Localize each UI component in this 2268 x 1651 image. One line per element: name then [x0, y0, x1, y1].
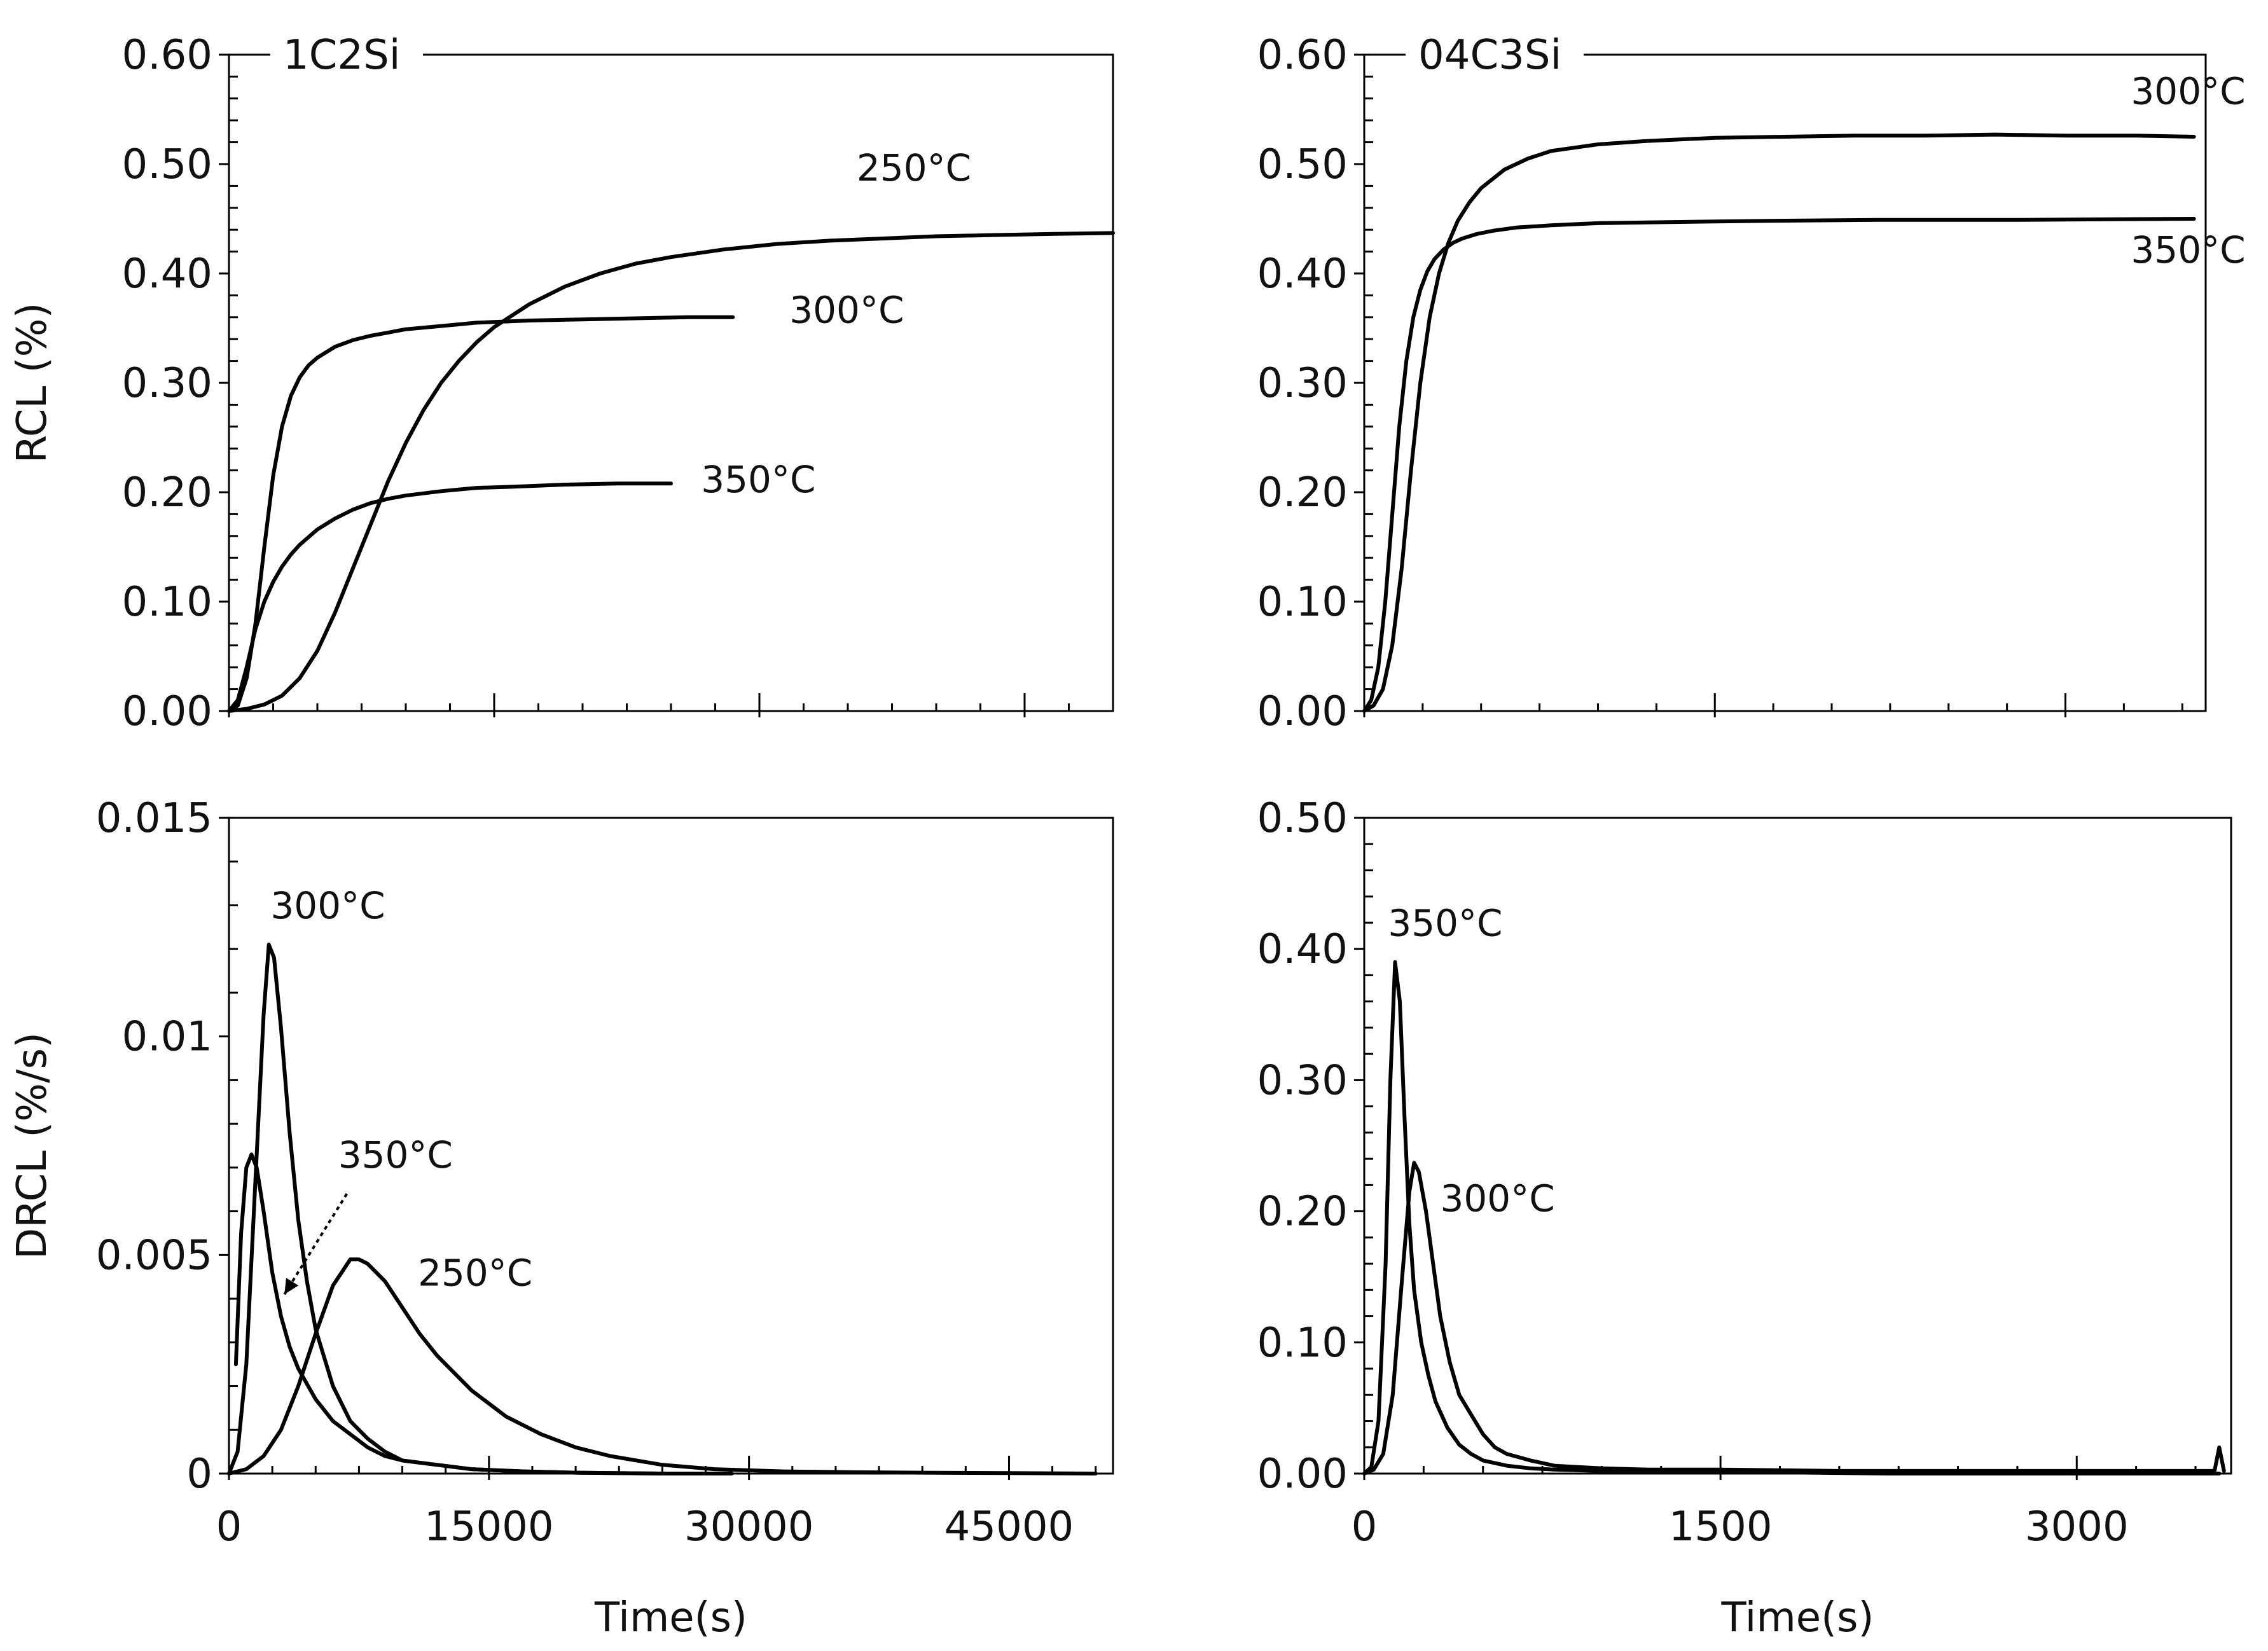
y-tick-label: 0.40 — [122, 251, 213, 298]
x-tick-label: 15000 — [424, 1503, 554, 1551]
annotation-arrowhead — [284, 1278, 299, 1295]
y-tick-label: 0.10 — [1257, 1320, 1348, 1367]
series-line-300-c — [227, 943, 734, 1475]
panel-1c2si-rcl: 0.00 0.10 0.20 0.30 0.40 0.50 0.60 250°C 300°C 35… — [9, 29, 1115, 735]
x-tick-label: 1500 — [1669, 1503, 1773, 1551]
y-tick-label: 0.20 — [1257, 469, 1348, 516]
annotation-350-c: 350°C — [1388, 902, 1502, 945]
annotation-300-c: 300°C — [270, 884, 385, 927]
y-tick-label: 0.50 — [1257, 795, 1348, 842]
series-line-300-c — [1362, 1161, 2226, 1475]
x-tick-label: 3000 — [2025, 1503, 2129, 1551]
panel-04c3si-rcl: 0.00 0.10 0.20 0.30 0.40 0.50 0.60 300°C 350°C 04… — [1257, 29, 2246, 735]
series-line-350-c — [1362, 960, 2222, 1475]
y-tick-label: 0.10 — [1257, 579, 1348, 626]
plot-frame — [228, 53, 1114, 712]
annotation-250-c: 250°C — [418, 1251, 532, 1294]
y-tick-label: 0.005 — [96, 1232, 212, 1279]
x-tick-label: 45000 — [944, 1503, 1074, 1551]
annotation-250-c: 250°C — [857, 146, 971, 190]
plot-frame — [1363, 53, 2207, 712]
x-tick-label: 30000 — [684, 1503, 814, 1551]
annotation-300-c: 300°C — [1440, 1177, 1554, 1220]
panel-title: 1C2Si — [283, 32, 401, 79]
x-axis-label: Time(s) — [1721, 1594, 1874, 1641]
panel-title: 04C3Si — [1418, 32, 1561, 79]
x-axis-label: Time(s) — [594, 1594, 747, 1641]
y-tick-label: 0.01 — [122, 1014, 213, 1061]
series-line-250-c — [227, 231, 1115, 713]
series-line-350-c — [1362, 217, 2196, 713]
series-line-300-c — [227, 315, 735, 713]
y-tick-label: 0.30 — [1257, 360, 1348, 407]
y-tick-label: 0.00 — [1257, 688, 1348, 735]
panel-04c3si-drcl: 0.00 0.10 0.20 0.30 0.40 0.50 0 1500 3000 350°C 30… — [1257, 795, 2232, 1641]
y-tick-label: 0.015 — [96, 795, 212, 842]
y-tick-label: 0.10 — [122, 579, 213, 626]
y-tick-label: 0.30 — [122, 360, 213, 407]
y-tick-label: 0.40 — [1257, 251, 1348, 298]
x-tick-label: 0 — [1352, 1503, 1378, 1551]
y-tick-label: 0.50 — [1257, 141, 1348, 188]
annotation-300-c: 300°C — [789, 288, 904, 331]
x-tick-label: 0 — [216, 1503, 242, 1551]
y-axis-label: RCL (%) — [9, 303, 56, 464]
series-line-250-c — [227, 1257, 1098, 1475]
series-line-350-c — [233, 1152, 665, 1475]
y-tick-label: 0.20 — [1257, 1189, 1348, 1236]
series-line-300-c — [1362, 132, 2196, 713]
y-tick-label: 0.20 — [122, 469, 213, 516]
annotation-350-c: 350°C — [701, 458, 815, 501]
y-tick-label: 0.00 — [122, 688, 213, 735]
y-tick-label: 0 — [186, 1451, 212, 1498]
series-line-350-c — [227, 481, 673, 713]
y-tick-label: 0.00 — [1257, 1451, 1348, 1498]
title-backdrop — [1406, 29, 1584, 80]
panel-1c2si-drcl: 0 0.005 0.01 0.015 0 15000 30000 45000 300°C 350°… — [9, 795, 1114, 1641]
y-tick-label: 0.60 — [1257, 32, 1348, 79]
y-tick-label: 0.30 — [1257, 1057, 1348, 1104]
title-backdrop — [270, 29, 423, 80]
annotation-300-c: 300°C — [2131, 69, 2245, 113]
annotation-350-c: 350°C — [2131, 228, 2245, 272]
y-axis-label: DRCL (%/s) — [9, 1032, 56, 1259]
y-tick-label: 0.60 — [122, 32, 213, 79]
y-tick-label: 0.40 — [1257, 926, 1348, 973]
annotation-350-c: 350°C — [338, 1133, 453, 1177]
y-tick-label: 0.50 — [122, 141, 213, 188]
